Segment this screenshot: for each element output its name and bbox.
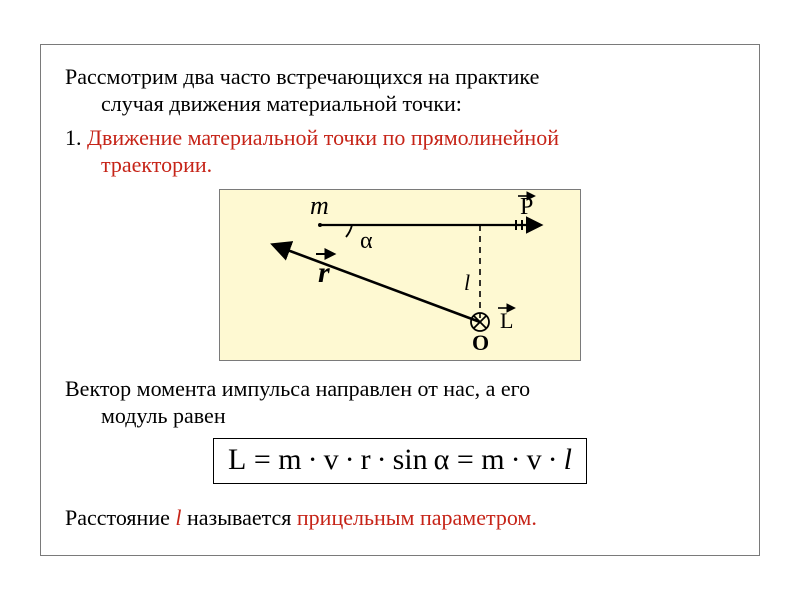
distance-mid: называется: [182, 505, 297, 530]
label-alpha: α: [360, 228, 373, 254]
label-m: m: [310, 191, 329, 220]
case-1-line1: Движение материальной точки по прямолине…: [87, 125, 559, 150]
physics-diagram: m P α r l O L: [219, 189, 581, 361]
case-1-number: 1.: [65, 125, 87, 150]
label-O: O: [472, 330, 489, 355]
intro-paragraph: Рассмотрим два часто встречающихся на пр…: [65, 63, 735, 118]
content-frame: Рассмотрим два часто встречающихся на пр…: [40, 44, 760, 557]
label-L: L: [500, 308, 513, 333]
intro-text-1: Рассмотрим два часто встречающихся на пр…: [65, 64, 539, 89]
vector-text-1: Вектор момента импульса направлен от нас…: [65, 376, 530, 401]
formula-container: L = m · v · r · sin α = m · v · l: [65, 438, 735, 484]
case-1-paragraph: 1. Движение материальной точки по прямол…: [65, 124, 735, 179]
case-1-line2: траектории.: [65, 152, 212, 177]
vector-paragraph: Вектор момента импульса направлен от нас…: [65, 375, 735, 430]
diagram-container: m P α r l O L: [65, 189, 735, 361]
formula-box: L = m · v · r · sin α = m · v · l: [213, 438, 587, 484]
distance-pre: Расстояние: [65, 505, 175, 530]
distance-paragraph: Расстояние l называется прицельным парам…: [65, 504, 735, 532]
intro-text-2: случая движения материальной точки:: [65, 91, 462, 116]
label-l: l: [464, 270, 470, 295]
vector-text-2: модуль равен: [65, 403, 226, 428]
label-P: P: [520, 194, 533, 220]
distance-red: прицельным параметром.: [297, 505, 537, 530]
label-r: r: [318, 256, 330, 289]
